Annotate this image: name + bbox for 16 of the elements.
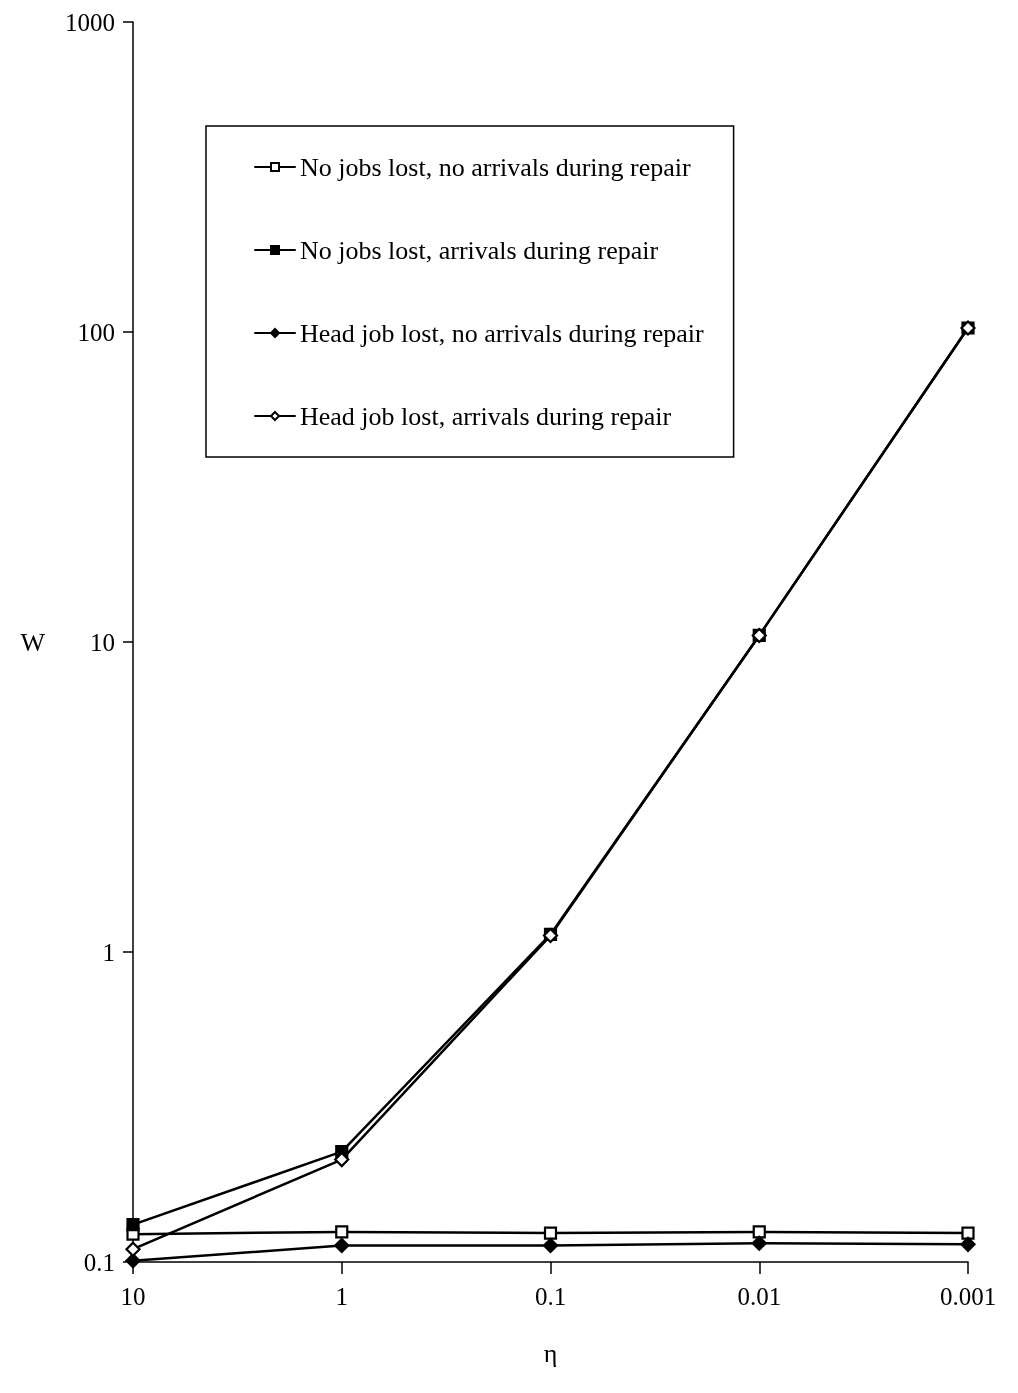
x-tick-label: 0.001 [939,1283,997,1310]
y-tick-label: 100 [77,318,115,346]
legend-label: Head job lost, no arrivals during repair [300,318,704,348]
legend-label: No jobs lost, arrivals during repair [300,235,659,265]
legend-label: No jobs lost, no arrivals during repair [300,152,691,182]
x-tick-label: 0.01 [737,1283,782,1310]
y-tick-label: 0.1 [83,1248,115,1276]
legend-label: Head job lost, arrivals during repair [300,401,672,431]
x-tick-label: 0.1 [534,1283,567,1310]
x-axis-title: η [543,1338,558,1368]
y-tick-label: 10 [90,628,115,656]
x-tick-label: 10 [120,1283,146,1310]
y-tick-label: 1000 [65,8,115,36]
y-tick-label: 1 [102,938,115,966]
y-axis-title: W [20,627,46,657]
x-tick-label: 1 [335,1283,348,1310]
